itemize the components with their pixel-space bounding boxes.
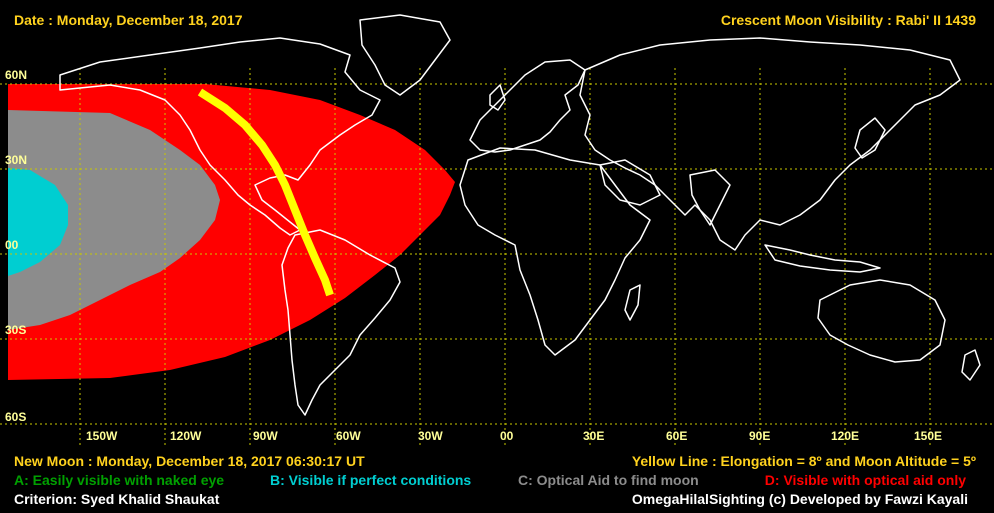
legend-d: D: Visible with optical aid only xyxy=(764,472,966,488)
yellow-line-label: Yellow Line : Elongation = 8º and Moon A… xyxy=(631,453,976,469)
lat-label-60n: 60N xyxy=(5,68,28,82)
lon-label-00: 00 xyxy=(500,429,514,443)
zone-b-cyan xyxy=(8,168,68,276)
lon-label-30e: 30E xyxy=(583,429,605,443)
legend-b: B: Visible if perfect conditions xyxy=(270,472,472,488)
credit-label: OmegaHilalSighting (c) Developed by Fawz… xyxy=(631,491,968,507)
legend-c: C: Optical Aid to find moon xyxy=(518,472,699,488)
lon-label-60w: 60W xyxy=(336,429,361,443)
lon-label-30w: 30W xyxy=(418,429,443,443)
criterion-label: Criterion: Syed Khalid Shaukat xyxy=(14,491,220,507)
lon-label-150w: 150W xyxy=(86,429,118,443)
europe-outline xyxy=(469,59,586,153)
lat-label-30s: 30S xyxy=(5,323,27,337)
madagascar-outline xyxy=(624,284,641,321)
greenland-outline xyxy=(359,14,451,96)
lon-label-90w: 90W xyxy=(253,429,278,443)
visibility-zones xyxy=(8,84,455,380)
south-america-outline xyxy=(281,229,401,416)
coastlines xyxy=(59,14,981,416)
new-moon-label: New Moon : Monday, December 18, 2017 06:… xyxy=(14,453,365,469)
arabia-outline xyxy=(599,159,661,206)
lon-label-120w: 120W xyxy=(170,429,202,443)
lon-label-90e: 90E xyxy=(749,429,771,443)
indonesia-outline xyxy=(764,244,881,273)
new-zealand-outline xyxy=(961,349,981,381)
lat-label-60s: 60S xyxy=(5,410,27,424)
australia-outline xyxy=(817,279,946,363)
lat-label-00: 00 xyxy=(5,238,19,252)
lon-label-150e: 150E xyxy=(914,429,943,443)
legend-a: A: Easily visible with naked eye xyxy=(14,472,225,488)
uk-outline xyxy=(489,84,506,111)
zone-c-gray xyxy=(8,110,220,330)
lon-label-120e: 120E xyxy=(831,429,860,443)
lat-lon-grid xyxy=(0,68,994,445)
japan-outline xyxy=(854,117,886,159)
lon-label-60e: 60E xyxy=(666,429,688,443)
lat-label-30n: 30N xyxy=(5,153,28,167)
yellow-line xyxy=(197,88,334,297)
date-label: Date : Monday, December 18, 2017 xyxy=(14,12,243,28)
india-outline xyxy=(689,169,731,226)
north-america-outline xyxy=(59,37,381,236)
asia-outline xyxy=(579,37,961,251)
map-title: Crescent Moon Visibility : Rabi' II 1439 xyxy=(720,12,976,28)
